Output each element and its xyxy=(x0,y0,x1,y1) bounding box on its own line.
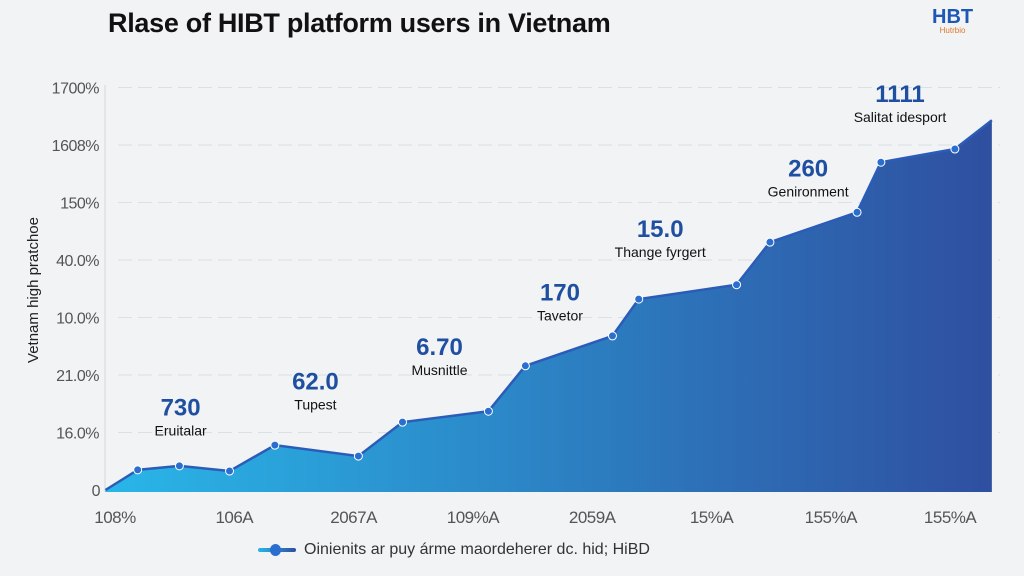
data-point xyxy=(765,237,775,247)
x-tick-label: 109%A xyxy=(447,508,500,527)
data-point xyxy=(483,406,493,416)
y-axis-label: Vetnam high pratchoe xyxy=(25,217,42,363)
y-tick-label: 1608% xyxy=(52,138,100,155)
data-point xyxy=(133,465,143,475)
logo-main: HBT xyxy=(932,6,974,28)
data-point xyxy=(852,207,862,217)
y-tick-label: 21.0% xyxy=(56,368,99,385)
data-point xyxy=(634,294,644,304)
hibt-logo: HBT Hutrbio xyxy=(932,6,973,35)
annotation-value: 1111 xyxy=(875,81,924,108)
data-point xyxy=(353,451,363,461)
data-point xyxy=(950,144,960,154)
x-tick-label: 106A xyxy=(215,508,254,527)
annotation-label: Tupest xyxy=(294,396,336,412)
data-point xyxy=(876,157,886,167)
x-tick-label: 108% xyxy=(94,508,136,527)
y-tick-label: 150% xyxy=(60,196,99,213)
annotation-value: 730 xyxy=(161,394,201,421)
data-point xyxy=(607,331,617,341)
data-point xyxy=(174,461,184,471)
y-tick-label: 0 xyxy=(92,483,101,500)
annotation-label: Eruitalar xyxy=(155,422,207,438)
y-tick-label: 1700% xyxy=(52,81,100,98)
legend-label: Oinienits ar puy árme maordeherer dc. hi… xyxy=(304,541,650,558)
x-tick-label: 2067A xyxy=(330,508,378,527)
x-tick-label: 155%A xyxy=(805,508,858,527)
y-tick-label: 16.0% xyxy=(56,426,99,443)
y-tick-label: 10.0% xyxy=(56,311,99,328)
data-point xyxy=(225,466,235,476)
x-tick-label: 15%A xyxy=(690,508,735,527)
annotation-label: Salitat idesport xyxy=(854,109,947,125)
annotation-value: 6.70 xyxy=(416,334,463,361)
data-point xyxy=(732,280,742,290)
data-point xyxy=(398,417,408,427)
data-point xyxy=(520,361,530,371)
area-fill xyxy=(105,120,992,493)
annotation-label: Thange fyrgert xyxy=(615,244,706,260)
annotation-value: 15.0 xyxy=(637,216,684,243)
x-tick-label: 155%A xyxy=(924,508,977,527)
annotation-label: Musnittle xyxy=(411,362,467,378)
y-tick-label: 40.0% xyxy=(56,253,99,270)
annotation-value: 62.0 xyxy=(292,368,339,395)
annotation-value: 170 xyxy=(540,279,580,306)
annotation-label: Tavetor xyxy=(537,307,583,323)
legend: Oinienits ar puy árme maordeherer dc. hi… xyxy=(258,541,650,559)
x-tick-label: 2059A xyxy=(569,508,617,527)
annotation-value: 260 xyxy=(788,156,828,183)
chart-title: Rlase of HIBT platform users in Vietnam xyxy=(108,8,611,38)
logo-sub: Hutrbio xyxy=(939,26,966,35)
data-point xyxy=(270,440,280,450)
annotation-label: Genironment xyxy=(768,184,849,200)
legend-swatch-icon xyxy=(258,544,296,556)
